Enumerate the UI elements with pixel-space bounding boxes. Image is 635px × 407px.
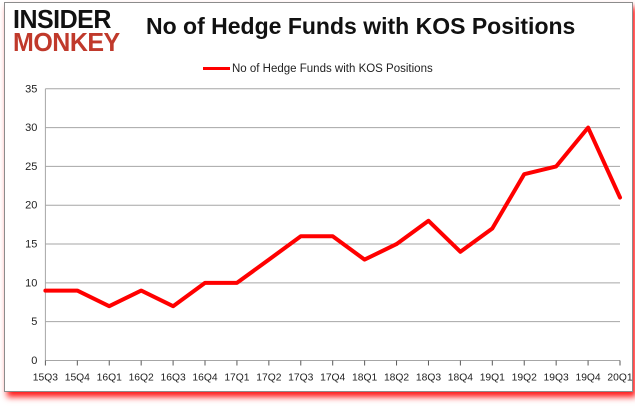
svg-text:16Q3: 16Q3 — [160, 373, 185, 384]
svg-text:20: 20 — [25, 200, 37, 212]
svg-text:17Q1: 17Q1 — [224, 373, 249, 384]
svg-text:17Q2: 17Q2 — [256, 373, 281, 384]
svg-text:17Q3: 17Q3 — [288, 373, 313, 384]
svg-text:18Q3: 18Q3 — [416, 373, 441, 384]
svg-text:5: 5 — [31, 316, 37, 328]
svg-text:17Q4: 17Q4 — [320, 373, 345, 384]
svg-text:15Q3: 15Q3 — [33, 373, 58, 384]
svg-text:35: 35 — [25, 83, 37, 95]
svg-text:15: 15 — [25, 239, 37, 251]
svg-text:18Q2: 18Q2 — [384, 373, 409, 384]
svg-text:30: 30 — [25, 122, 37, 134]
svg-text:16Q1: 16Q1 — [97, 373, 122, 384]
svg-text:19Q4: 19Q4 — [575, 373, 600, 384]
svg-text:15Q4: 15Q4 — [65, 373, 90, 384]
svg-text:19Q2: 19Q2 — [512, 373, 537, 384]
svg-text:16Q4: 16Q4 — [192, 373, 217, 384]
svg-text:25: 25 — [25, 161, 37, 173]
svg-text:18Q1: 18Q1 — [352, 373, 377, 384]
svg-text:18Q4: 18Q4 — [448, 373, 473, 384]
svg-text:20Q1: 20Q1 — [607, 373, 632, 384]
svg-text:19Q1: 19Q1 — [480, 373, 505, 384]
svg-text:0: 0 — [31, 355, 37, 367]
svg-text:16Q2: 16Q2 — [129, 373, 154, 384]
svg-text:10: 10 — [25, 277, 37, 289]
svg-text:19Q3: 19Q3 — [544, 373, 569, 384]
